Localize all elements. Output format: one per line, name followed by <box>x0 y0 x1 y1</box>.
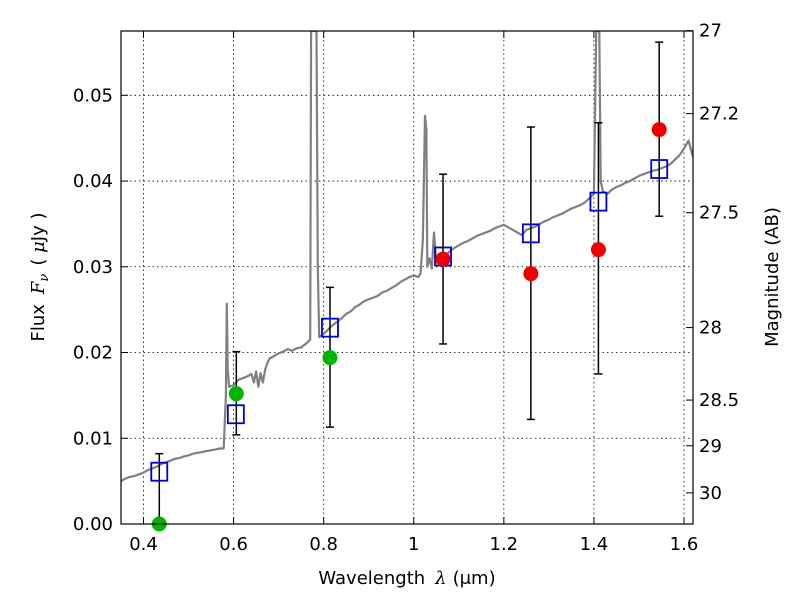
y-right-tick-label: 29 <box>699 436 722 457</box>
x-tick-label: 0.4 <box>129 534 158 555</box>
y-right-tick-label: 27.5 <box>699 203 739 224</box>
y-right-tick-label: 27.2 <box>699 104 739 125</box>
green-point <box>322 350 338 366</box>
red-point <box>435 251 451 267</box>
y-axis-title-unit-symbol: μ <box>28 241 49 253</box>
model-square <box>589 191 608 212</box>
plot-frame <box>120 30 694 525</box>
x-axis-title-symbol: λ <box>434 568 446 589</box>
y-axis-title-prefix: Flux <box>28 304 49 342</box>
y-axis-title-unit-open: ( <box>28 253 49 266</box>
y-axis-title-right: Magnitude (AB) <box>762 207 783 347</box>
y-right-tick-label: 28.5 <box>699 390 739 411</box>
y-axis-title-subscript: ν <box>37 274 52 282</box>
x-tick-label: 0.8 <box>309 534 338 555</box>
model-square <box>226 404 245 425</box>
red-point <box>590 242 606 258</box>
tick-layer: 0.4 0.6 0.8 1 1.2 1.4 1.6 0.00 0.01 0.02 0.03 0.04 0… <box>73 21 739 555</box>
y-axis-title-symbol: F <box>28 280 49 295</box>
sed-line <box>121 31 693 483</box>
x-axis-title-prefix: Wavelength <box>318 568 425 589</box>
x-tick-label: 1.2 <box>490 534 519 555</box>
y-tick-label: 0.04 <box>73 171 113 192</box>
y-right-tick-label: 28 <box>699 318 722 339</box>
sed-line-layer <box>121 31 693 483</box>
x-axis-title-unit: (μm) <box>453 568 496 589</box>
marker-layer <box>150 122 669 532</box>
x-tick-label: 1.6 <box>670 534 699 555</box>
x-axis-title: Wavelength λ (μm) <box>318 568 495 589</box>
red-point <box>651 122 667 138</box>
green-point <box>228 386 244 402</box>
y-axis-title-unit-rest: Jy ) <box>28 213 49 243</box>
y-right-tick-label: 30 <box>699 483 722 504</box>
model-square <box>321 317 339 338</box>
y-tick-label: 0.05 <box>73 85 113 106</box>
y-axis-title-left: Flux Fν ( μJy ) <box>28 213 52 342</box>
model-square <box>650 159 669 179</box>
model-square <box>150 461 169 482</box>
model-square <box>521 223 540 244</box>
red-point <box>523 266 539 282</box>
y-tick-label: 0.03 <box>73 257 113 278</box>
x-tick-label: 1 <box>408 534 419 555</box>
x-tick-label: 0.6 <box>219 534 248 555</box>
x-tick-label: 1.4 <box>580 534 609 555</box>
y-right-tick-label: 27 <box>699 21 722 42</box>
y-tick-label: 0.00 <box>73 514 113 535</box>
grid <box>121 31 693 524</box>
y-tick-label: 0.01 <box>73 428 113 449</box>
y-tick-label: 0.02 <box>73 343 113 364</box>
